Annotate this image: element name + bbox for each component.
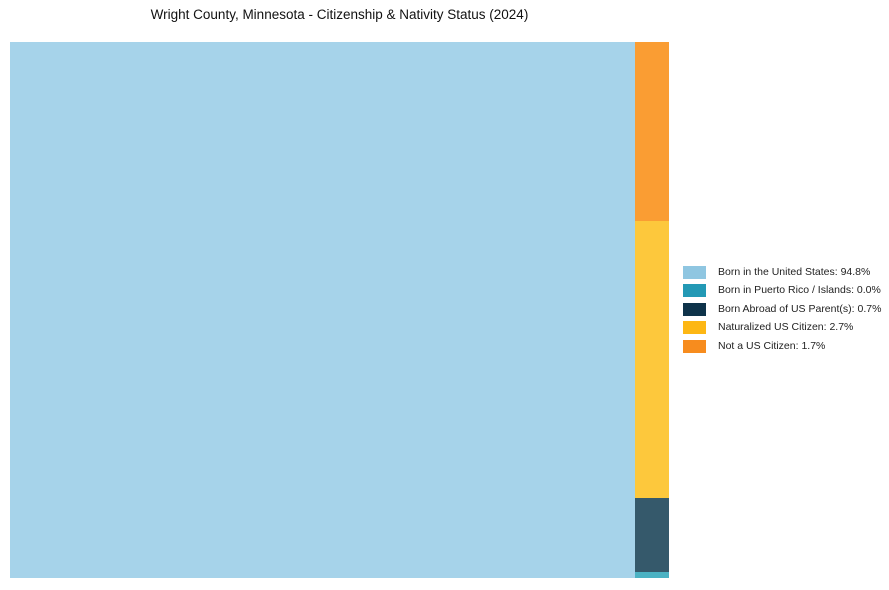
chart-title: Wright County, Minnesota - Citizenship &… bbox=[150, 7, 529, 22]
treemap bbox=[10, 42, 669, 578]
legend-item: Born Abroad of US Parent(s): 0.7% bbox=[683, 302, 882, 316]
legend-swatch bbox=[683, 302, 706, 316]
legend-swatch bbox=[683, 266, 706, 279]
treemap-rect bbox=[635, 572, 669, 578]
legend-item: Not a US Citizen: 1.7% bbox=[683, 339, 881, 353]
legend: Born in the United States: 94.8% Born in … bbox=[683, 266, 881, 353]
legend-label: Not a US Citizen: 1.7% bbox=[718, 339, 826, 352]
legend-label: Born in Puerto Rico / Islands: 0.0% bbox=[718, 284, 881, 297]
legend-swatch bbox=[683, 339, 706, 353]
legend-item: Naturalized US Citizen: 2.7% bbox=[683, 321, 881, 335]
treemap-rect bbox=[635, 498, 669, 572]
legend-swatch bbox=[683, 321, 706, 335]
legend-swatch bbox=[683, 284, 706, 298]
treemap-rect bbox=[10, 42, 635, 578]
legend-item: Born in Puerto Rico / Islands: 0.0% bbox=[683, 284, 881, 298]
legend-item: Born in the United States: 94.8% bbox=[683, 266, 881, 279]
treemap-rect bbox=[635, 42, 669, 221]
legend-label: Born in the United States: 94.8% bbox=[718, 266, 871, 278]
legend-label: Born Abroad of US Parent(s): 0.7% bbox=[718, 302, 882, 315]
legend-label: Naturalized US Citizen: 2.7% bbox=[718, 321, 854, 334]
treemap-rect bbox=[635, 221, 669, 498]
